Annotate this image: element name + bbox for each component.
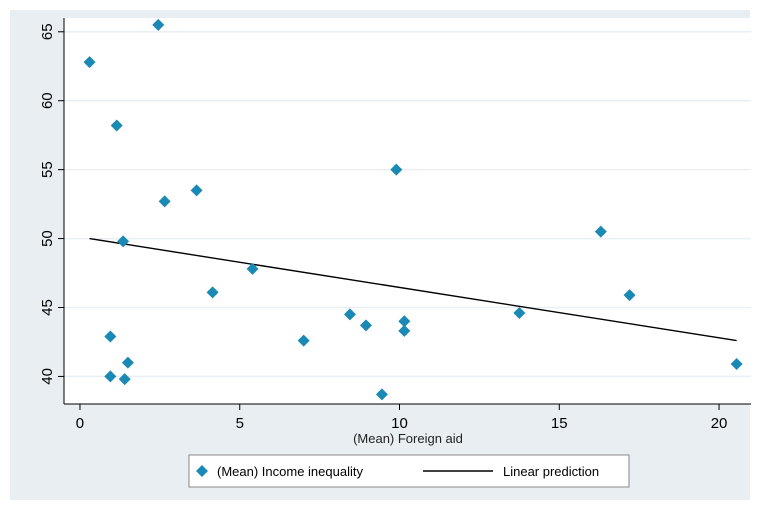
legend-label-linear-prediction: Linear prediction — [503, 464, 599, 479]
data-point — [343, 308, 356, 321]
x-axis-label: (Mean) Foreign aid — [353, 431, 463, 446]
linear-prediction-line — [89, 237, 737, 342]
y-axis: 40 45 50 55 60 65 — [39, 18, 65, 404]
y-tick-label: 45 — [39, 299, 56, 316]
data-point — [359, 319, 372, 332]
data-point — [297, 334, 310, 347]
data-point — [398, 324, 411, 337]
plot-area — [64, 18, 751, 404]
data-point — [730, 358, 743, 371]
x-axis: 0 5 10 15 20 — [64, 403, 751, 432]
data-point — [152, 18, 165, 31]
data-point — [398, 315, 411, 328]
data-point — [375, 388, 388, 401]
data-point — [104, 330, 117, 343]
data-point — [390, 163, 403, 176]
x-tick-label: 10 — [391, 415, 408, 432]
legend-box — [188, 454, 630, 488]
data-point — [206, 286, 219, 299]
y-tick-label: 50 — [39, 230, 56, 247]
legend-marker-diamond — [196, 465, 208, 477]
data-point — [83, 56, 96, 69]
data-point — [623, 289, 636, 302]
fit-lines — [89, 237, 737, 342]
x-tick-label: 0 — [76, 415, 84, 432]
data-point — [104, 370, 117, 383]
data-point — [594, 225, 607, 238]
x-tick-label: 5 — [236, 415, 244, 432]
grid-lines — [64, 31, 751, 378]
x-tick-label: 20 — [711, 415, 728, 432]
data-point — [190, 184, 203, 197]
data-point — [246, 262, 259, 275]
data-points — [83, 18, 743, 401]
x-tick-label: 15 — [551, 415, 568, 432]
data-point — [158, 195, 171, 208]
y-tick-label: 65 — [39, 23, 56, 40]
data-point — [118, 373, 131, 386]
data-point — [513, 307, 526, 320]
y-tick-label: 55 — [39, 161, 56, 178]
legend-label-income-inequality: (Mean) Income inequality — [217, 464, 363, 479]
y-tick-label: 40 — [39, 368, 56, 385]
data-point — [117, 235, 130, 248]
y-tick-label: 60 — [39, 92, 56, 109]
legend: (Mean) Income inequality Linear predictio… — [188, 454, 630, 488]
data-point — [110, 119, 123, 132]
data-point — [121, 356, 134, 369]
